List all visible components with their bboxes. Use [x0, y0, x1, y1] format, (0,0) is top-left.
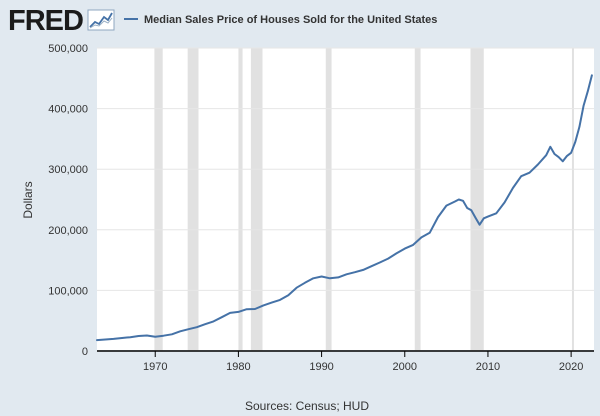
y-axis-title: Dollars — [21, 181, 35, 218]
series-line-0[interactable] — [96, 74, 593, 342]
sources-footer: Sources: Census; HUD — [245, 399, 369, 413]
x-tick-label: 1970 — [143, 361, 167, 373]
y-tick-label: 300,000 — [48, 164, 88, 176]
x-tick-label: 1990 — [309, 361, 333, 373]
recession-bar-4 — [325, 48, 332, 351]
fred-logo[interactable]: FRED — [8, 5, 115, 37]
legend-label[interactable]: Median Sales Price of Houses Sold for th… — [144, 14, 437, 26]
recession-bar-0 — [154, 48, 163, 351]
recession-bar-3 — [250, 48, 263, 351]
x-tick-label: 2020 — [559, 361, 583, 373]
recession-bar-2 — [238, 48, 243, 351]
x-tick-label: 2000 — [393, 361, 417, 373]
y-tick-label: 500,000 — [48, 43, 88, 55]
series-layer — [96, 74, 593, 342]
line-chart-icon — [87, 9, 115, 31]
y-axis-ticks: 0 100,000 200,000 300,000 400,000 500,000 — [48, 43, 88, 358]
plot-area — [97, 48, 594, 350]
y-tick-label: 100,000 — [48, 285, 88, 297]
y-tick-label: 400,000 — [48, 104, 88, 116]
recession-bar-5 — [414, 48, 421, 351]
y-tick-label: 200,000 — [48, 225, 88, 237]
recession-bar-1 — [187, 48, 199, 351]
legend[interactable]: Median Sales Price of Houses Sold for th… — [124, 14, 437, 26]
recession-bar-6 — [470, 48, 484, 351]
x-axis-ticks: 1970 1980 1990 2000 2010 2020 — [143, 351, 583, 373]
fred-logo-text[interactable]: FRED — [8, 5, 84, 37]
recession-bar-7 — [571, 48, 574, 351]
x-tick-label: 2010 — [476, 361, 500, 373]
gridlines — [97, 47, 594, 291]
x-tick-label: 1980 — [226, 361, 250, 373]
y-tick-label: 0 — [82, 346, 88, 358]
recession-shading — [154, 48, 574, 351]
